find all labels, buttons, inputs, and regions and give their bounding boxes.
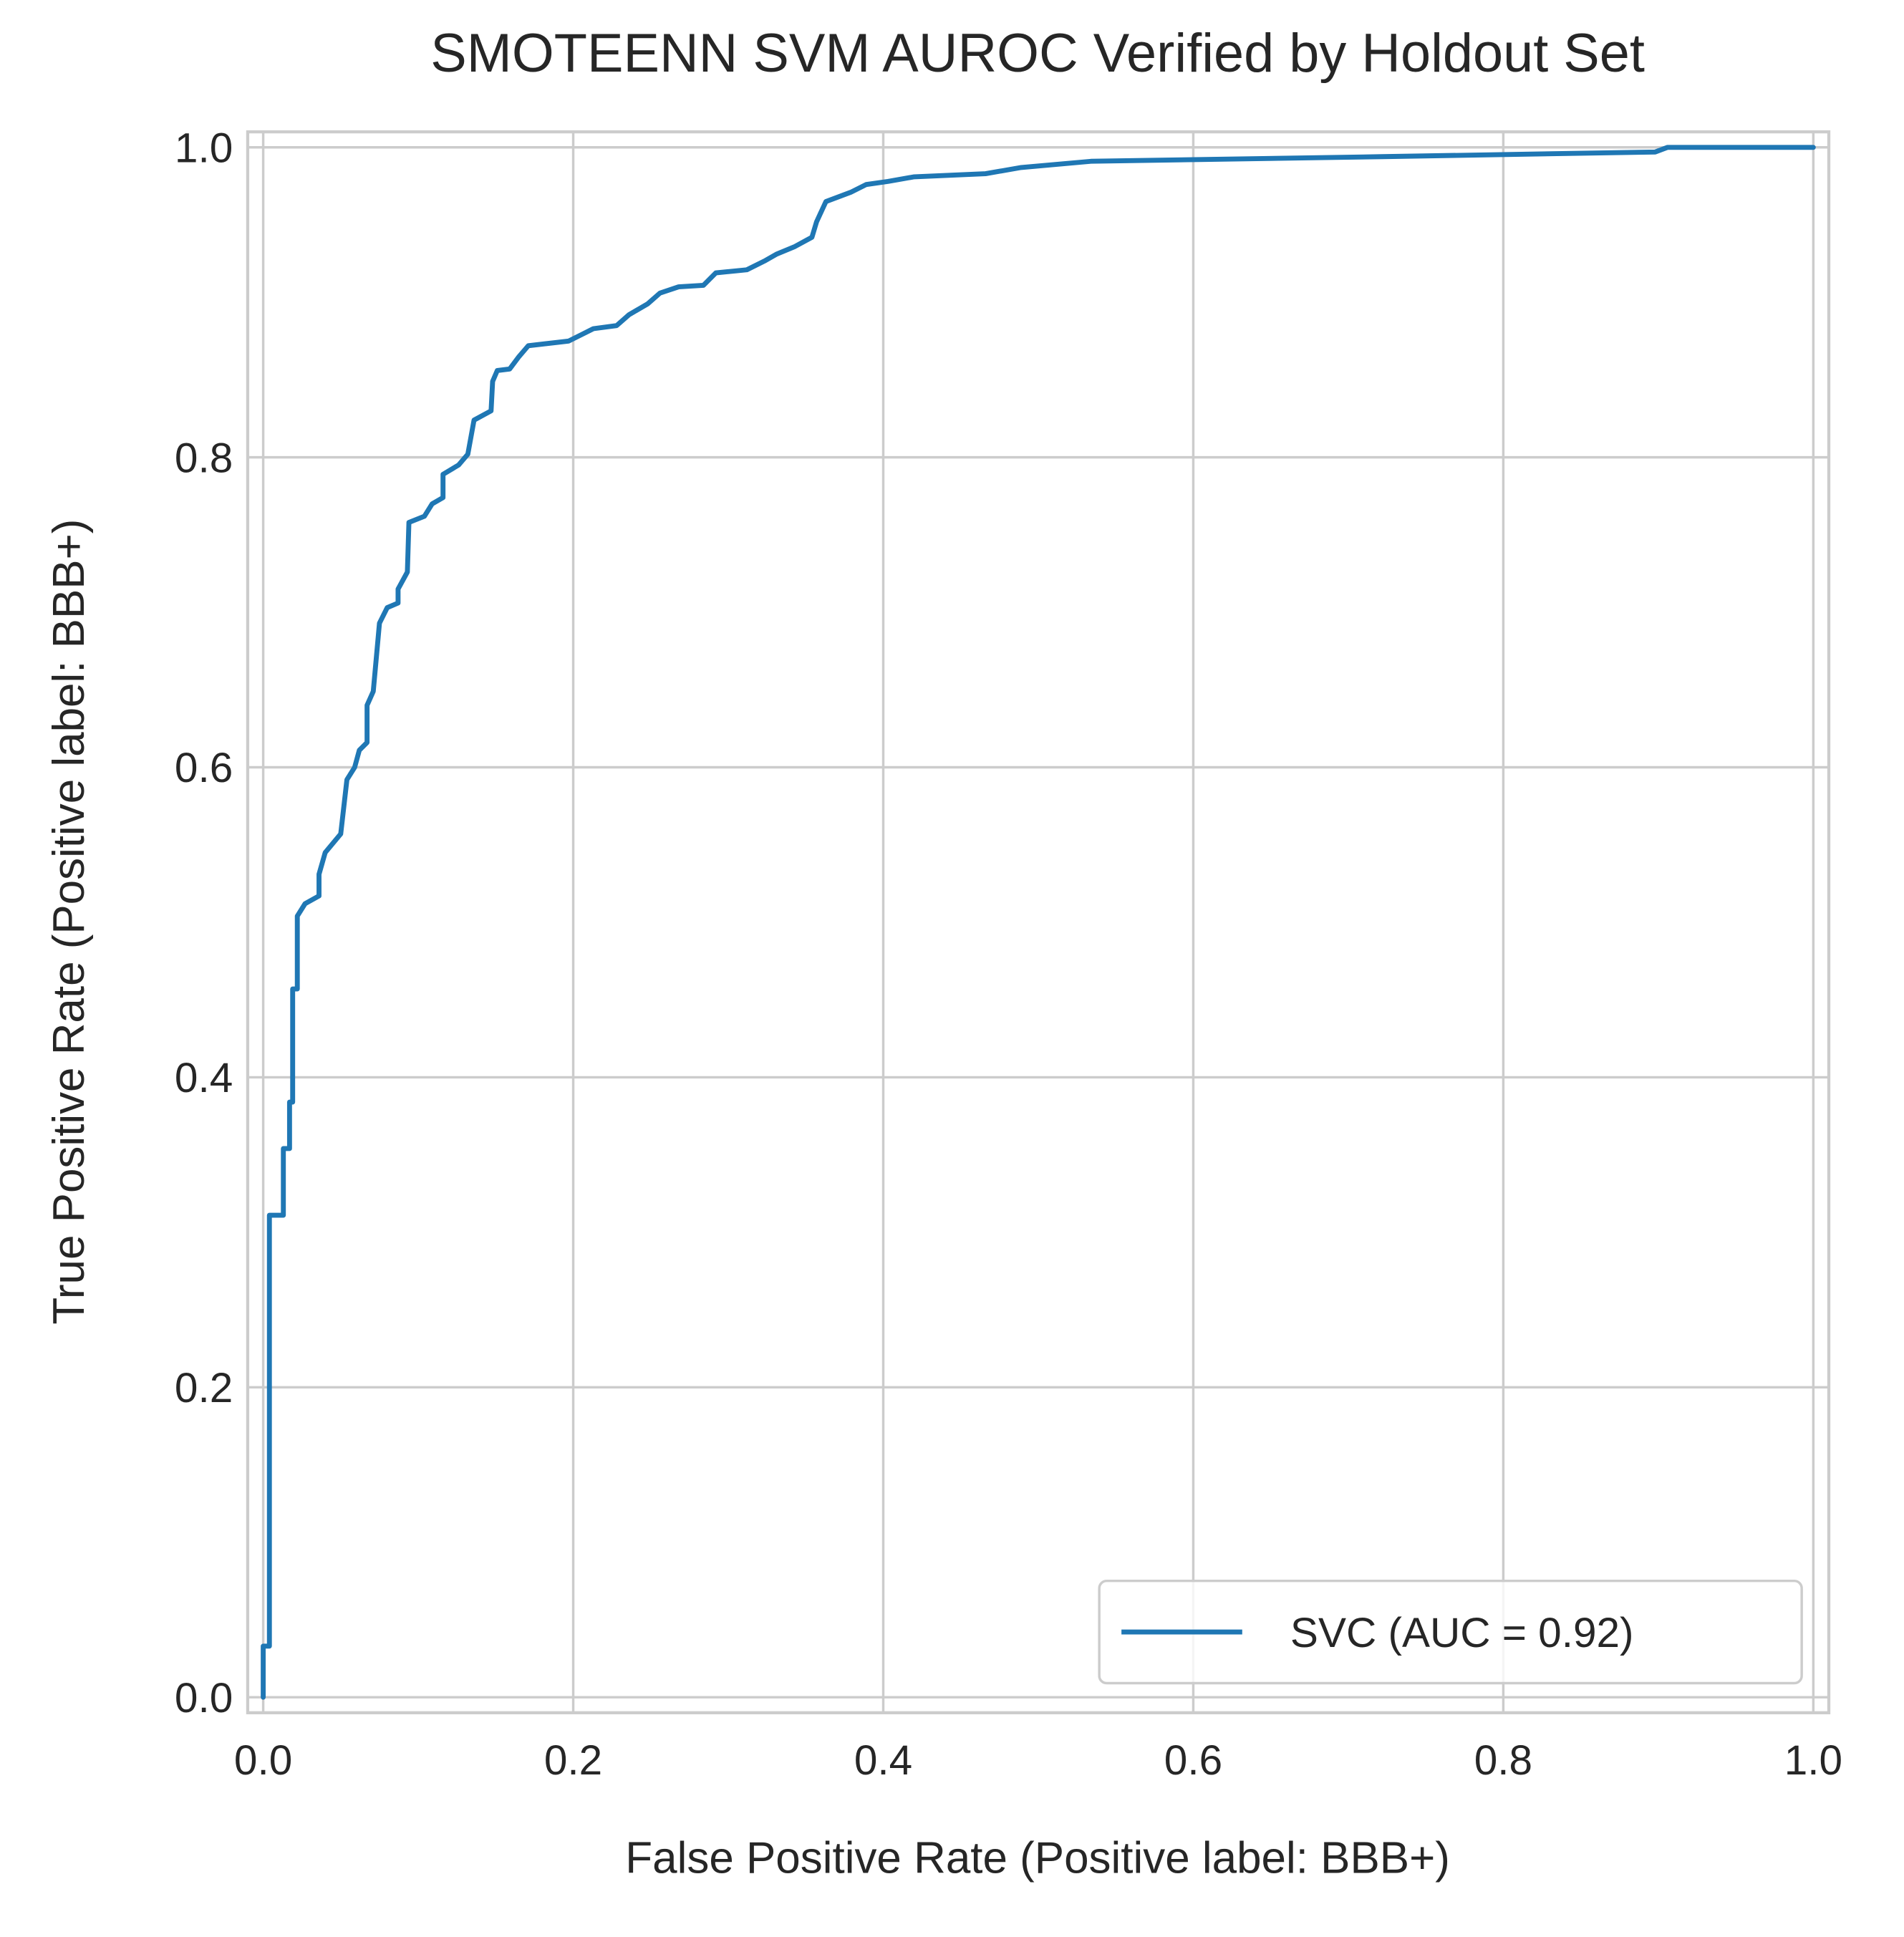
- roc-curve: [261, 145, 1816, 1700]
- x-tick-label: 0.8: [1474, 1737, 1532, 1784]
- legend-label: SVC (AUC = 0.92): [1290, 1610, 1634, 1656]
- y-tick-label: 0.6: [175, 745, 233, 791]
- chart-title: SMOTEENN SVM AUROC Verified by Holdout S…: [430, 23, 1645, 84]
- x-axis-label: False Positive Rate (Positive label: BBB…: [625, 1834, 1450, 1883]
- x-tick-label: 0.2: [544, 1737, 602, 1784]
- x-tick-label: 0.0: [234, 1737, 292, 1784]
- y-tick-label: 0.8: [175, 435, 233, 481]
- y-axis-label: True Positive Rate (Positive label: BBB+…: [44, 519, 94, 1325]
- axes-frame: [246, 130, 1831, 1714]
- x-tick-label: 0.4: [854, 1737, 912, 1784]
- y-tick-label: 1.0: [175, 125, 233, 171]
- y-tick-label: 0.0: [175, 1675, 233, 1721]
- y-tick-label: 0.4: [175, 1055, 233, 1101]
- legend-box: [1098, 1579, 1803, 1685]
- x-tick-label: 1.0: [1784, 1737, 1842, 1784]
- x-tick-label: 0.6: [1164, 1737, 1222, 1784]
- y-tick-label: 0.2: [175, 1365, 233, 1411]
